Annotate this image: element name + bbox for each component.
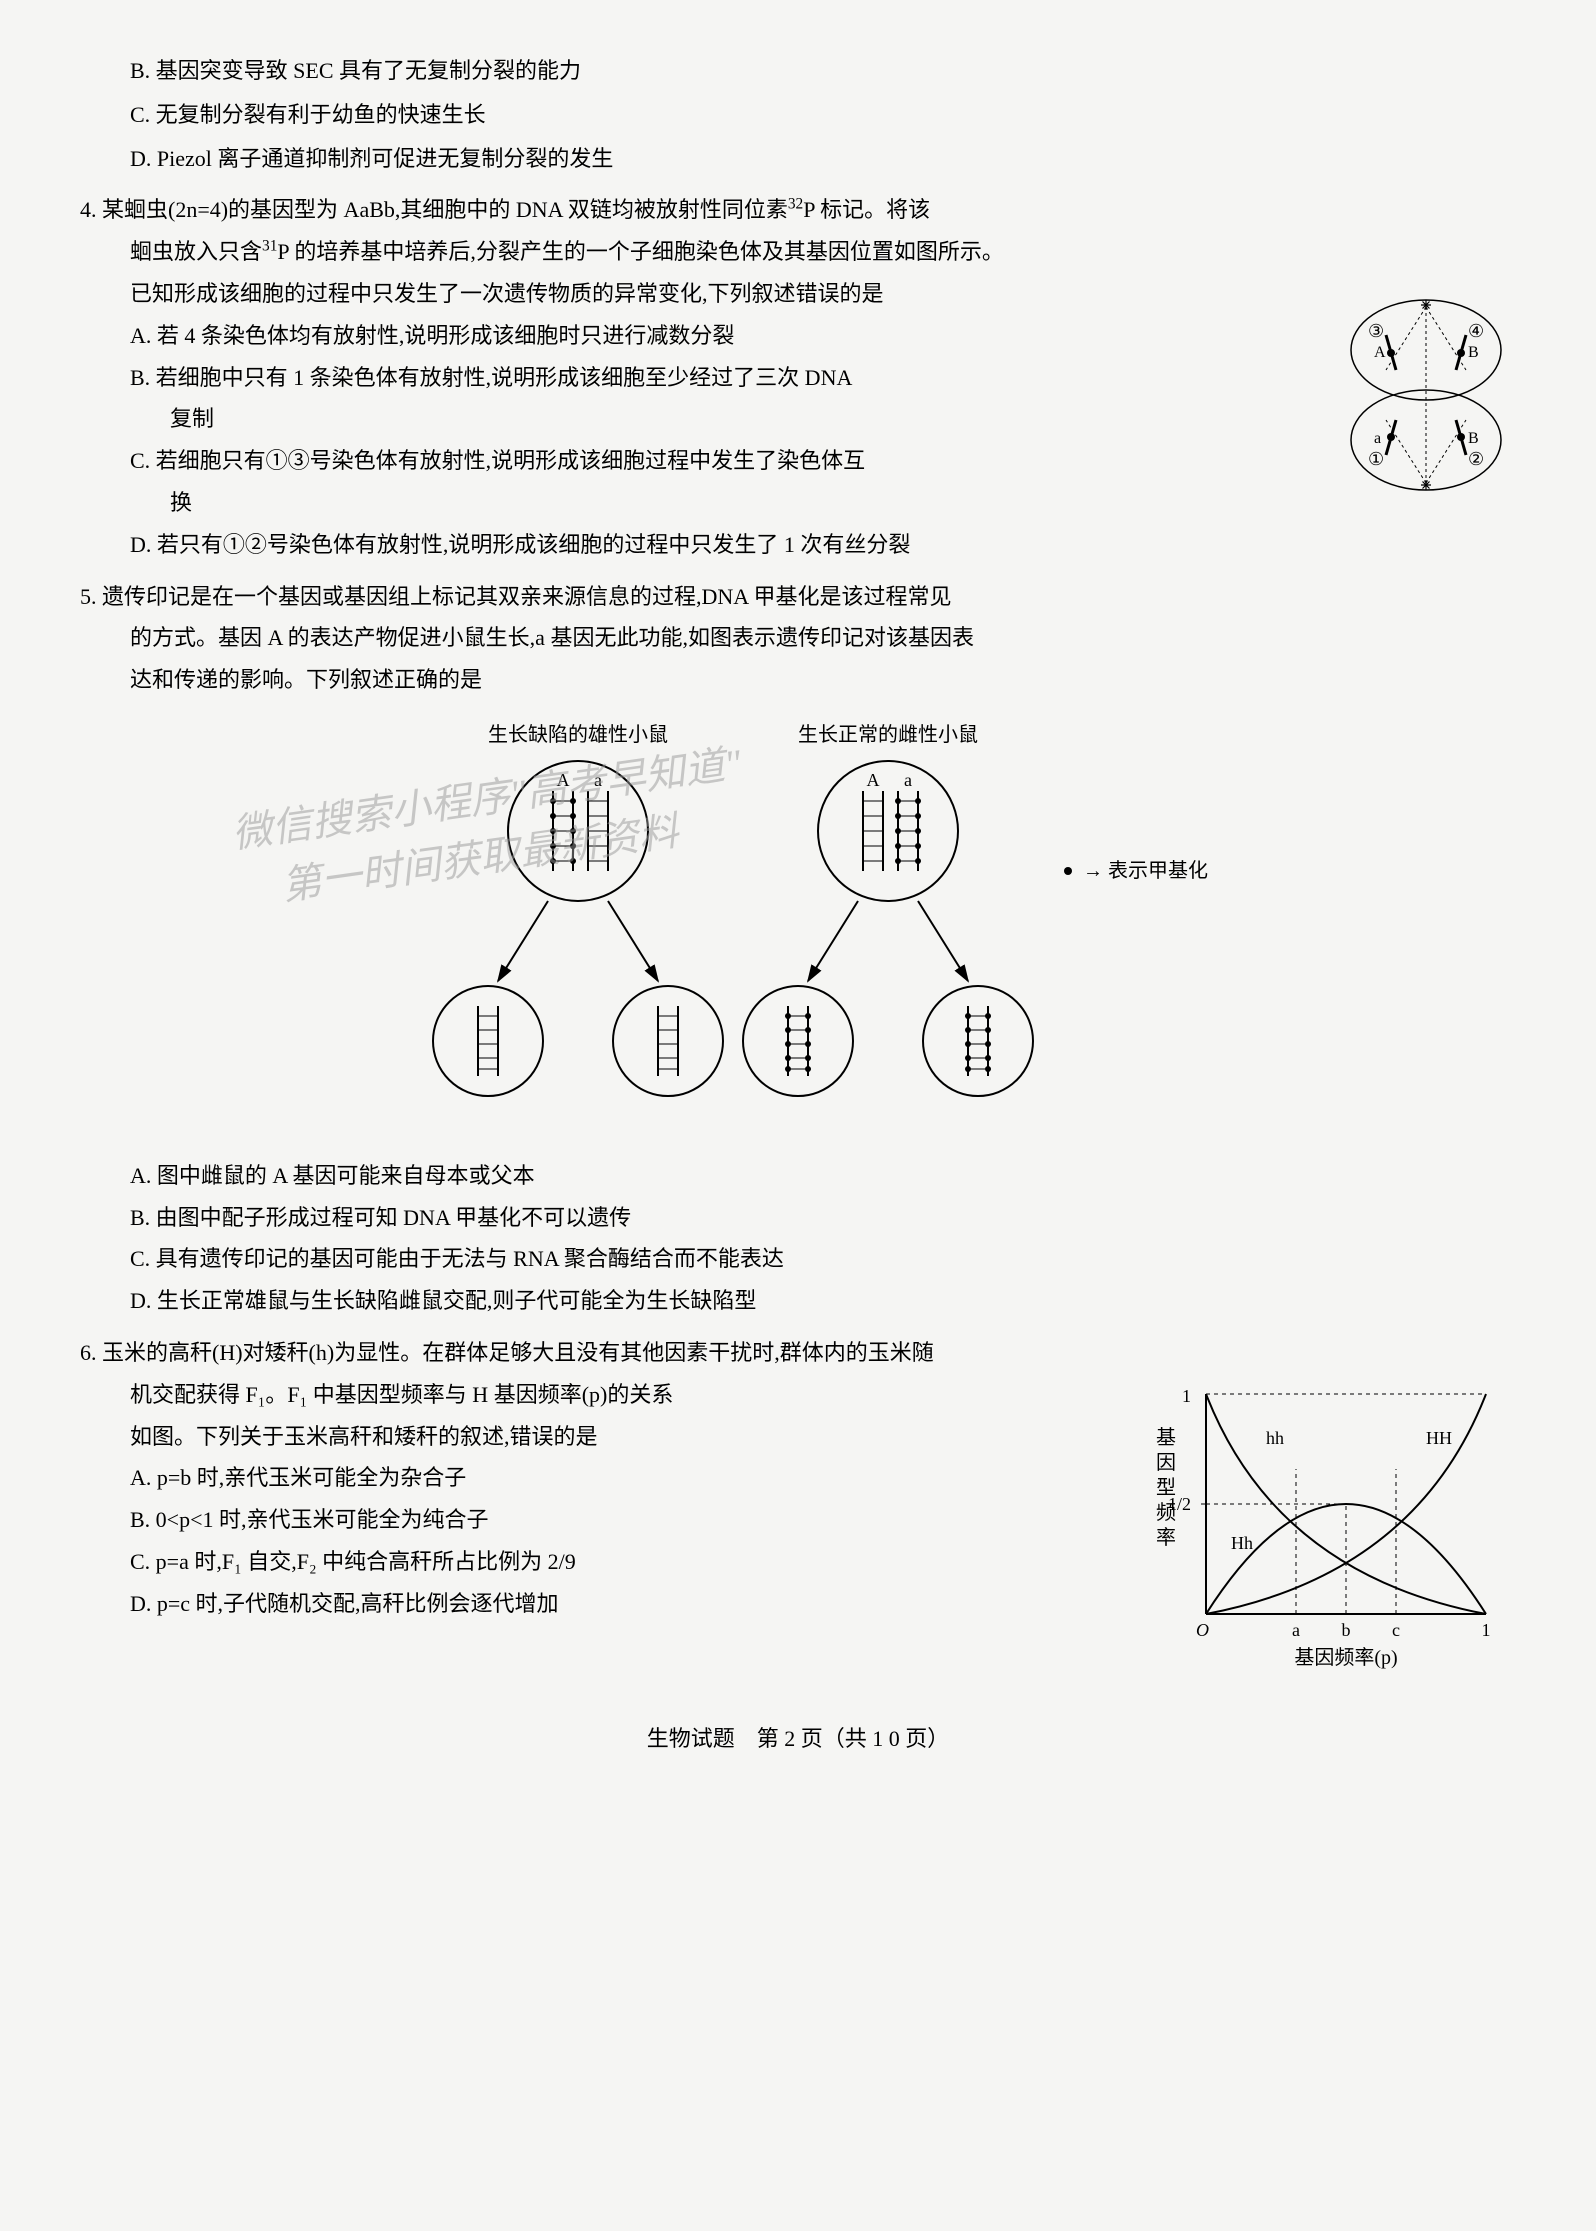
q5-option-b: B. 由图中配子形成过程可知 DNA 甲基化不可以遗传	[80, 1197, 1516, 1239]
q6-option-b: B. 0<p<1 时,亲代玉米可能全为纯合子	[130, 1499, 1136, 1541]
q4-option-a: A. 若 4 条染色体均有放射性,说明形成该细胞时只进行减数分裂	[130, 315, 1316, 357]
q4-stem-line2: 蛔虫放入只含31P 的培养基中培养后,分裂产生的一个子细胞染色体及其基因位置如图…	[80, 231, 1516, 273]
q6-chart: 1 1/2 基 因 型 频 率 O a b c 1	[1136, 1374, 1516, 1688]
svg-text:率: 率	[1156, 1526, 1176, 1549]
q6-stem-line3: 如图。下列关于玉米高秆和矮秆的叙述,错误的是	[130, 1416, 1136, 1458]
q6-option-a: A. p=b 时,亲代玉米可能全为杂合子	[130, 1457, 1136, 1499]
q5-stem-line2: 的方式。基因 A 的表达产物促进小鼠生长,a 基因无此功能,如图表示遗传印记对该…	[80, 617, 1516, 659]
svg-text:因: 因	[1156, 1452, 1176, 1474]
q4-stem1-tail: P 标记。将该	[803, 197, 930, 222]
question-4: 4. 某蛔虫(2n=4)的基因型为 AaBb,其细胞中的 DNA 双链均被放射性…	[80, 189, 1516, 565]
q6-xtick-1: 1	[1482, 1620, 1491, 1640]
q4-label-A: A	[1374, 344, 1386, 361]
q4-sup2: 31	[262, 238, 277, 255]
q4-option-d: D. 若只有①②号染色体有放射性,说明形成该细胞的过程中只发生了 1 次有丝分裂	[80, 524, 1516, 566]
q6-xlabel: 基因频率(p)	[1294, 1646, 1397, 1669]
q6-option-d: D. p=c 时,子代随机交配,高秆比例会逐代增加	[130, 1583, 1136, 1625]
q4-label-a: a	[1374, 430, 1381, 447]
q6-xtick-a: a	[1292, 1620, 1300, 1640]
svg-text:A: A	[867, 770, 880, 790]
svg-text:频: 频	[1156, 1501, 1176, 1524]
q5-option-d: D. 生长正常雄鼠与生长缺陷雌鼠交配,则子代可能全为生长缺陷型	[80, 1280, 1516, 1322]
q4-stem-line3: 已知形成该细胞的过程中只发生了一次遗传物质的异常变化,下列叙述错误的是	[80, 273, 1516, 315]
q6-stem-line2: 机交配获得 F₁。F₁ 中基因型频率与 H 基因频率(p)的关系	[130, 1374, 1136, 1416]
q4-label-1: ①	[1368, 449, 1384, 469]
q6-ylabel-1: 基	[1156, 1426, 1176, 1449]
q5-stem1: 遗传印记是在一个基因或基因组上标记其双亲来源信息的过程,DNA 甲基化是该过程常…	[102, 584, 951, 609]
q4-option-b: B. 若细胞中只有 1 条染色体有放射性,说明形成该细胞至少经过了三次 DNA	[130, 357, 1316, 399]
q5-figure: 微信搜索小程序"高考早知道" 第一时间获取最新资料 生长缺陷的雄性小鼠 生长正常…	[80, 721, 1516, 1135]
q6-xtick-c: c	[1392, 1620, 1400, 1640]
svg-text:A: A	[557, 770, 570, 790]
question-5: 5. 遗传印记是在一个基因或基因组上标记其双亲来源信息的过程,DNA 甲基化是该…	[80, 576, 1516, 1322]
q4-cell-diagram: ③ ④ ① ② A B a B	[1336, 295, 1516, 495]
svg-text:a: a	[904, 770, 912, 790]
q4-option-b-cont: 复制	[130, 398, 1316, 440]
q4-option-c-cont: 换	[130, 482, 1316, 524]
q6-curve-Hh: Hh	[1231, 1533, 1253, 1553]
q4-sup1: 32	[788, 196, 803, 213]
q4-stem-line1: 4. 某蛔虫(2n=4)的基因型为 AaBb,其细胞中的 DNA 双链均被放射性…	[80, 189, 1516, 231]
svg-text:a: a	[594, 770, 602, 790]
q3-option-d: D. Piezol 离子通道抑制剂可促进无复制分裂的发生	[80, 138, 1516, 180]
svg-text:型: 型	[1156, 1476, 1176, 1499]
q5-top-left-label: 生长缺陷的雄性小鼠	[488, 723, 668, 746]
q4-stem2-tail: P 的培养基中培养后,分裂产生的一个子细胞染色体及其基因位置如图所示。	[277, 239, 1003, 264]
question-6: 6. 玉米的高秆(H)对矮秆(h)为显性。在群体足够大且没有其他因素干扰时,群体…	[80, 1332, 1516, 1688]
q5-option-a: A. 图中雌鼠的 A 基因可能来自母本或父本	[80, 1155, 1516, 1197]
q6-stem1: 玉米的高秆(H)对矮秆(h)为显性。在群体足够大且没有其他因素干扰时,群体内的玉…	[102, 1340, 934, 1365]
q4-number: 4.	[80, 197, 97, 222]
q4-label-3: ③	[1368, 321, 1384, 341]
q4-stem1: 某蛔虫(2n=4)的基因型为 AaBb,其细胞中的 DNA 双链均被放射性同位素	[102, 197, 788, 222]
q5-number: 5.	[80, 584, 97, 609]
q6-ytick-1: 1	[1182, 1386, 1191, 1406]
q6-number: 6.	[80, 1340, 97, 1365]
q6-option-c: C. p=a 时,F₁ 自交,F₂ 中纯合高秆所占比例为 2/9	[130, 1541, 1136, 1583]
q4-label-2: ②	[1468, 449, 1484, 469]
q4-label-B2: B	[1468, 430, 1479, 447]
q4-label-4: ④	[1468, 321, 1484, 341]
q4-stem2: 蛔虫放入只含	[130, 239, 262, 264]
page-footer: 生物试题 第 2 页（共 1 0 页）	[80, 1718, 1516, 1760]
q6-curve-HH: HH	[1426, 1428, 1452, 1448]
q5-top-right-label: 生长正常的雌性小鼠	[798, 723, 978, 746]
q4-label-B1: B	[1468, 344, 1479, 361]
q3-option-b: B. 基因突变导致 SEC 具有了无复制分裂的能力	[80, 50, 1516, 92]
q3-option-c: C. 无复制分裂有利于幼鱼的快速生长	[80, 94, 1516, 136]
q4-option-c: C. 若细胞只有①③号染色体有放射性,说明形成该细胞过程中发生了染色体互	[130, 440, 1316, 482]
q6-xtick-b: b	[1342, 1620, 1351, 1640]
q6-curve-hh: hh	[1266, 1428, 1284, 1448]
q5-stem-line1: 5. 遗传印记是在一个基因或基因组上标记其双亲来源信息的过程,DNA 甲基化是该…	[80, 576, 1516, 618]
q5-stem-line3: 达和传递的影响。下列叙述正确的是	[80, 659, 1516, 701]
q6-xtick-O: O	[1196, 1620, 1209, 1640]
q6-stem-line1: 6. 玉米的高秆(H)对矮秆(h)为显性。在群体足够大且没有其他因素干扰时,群体…	[80, 1332, 1516, 1374]
q5-option-c: C. 具有遗传印记的基因可能由于无法与 RNA 聚合酶结合而不能表达	[80, 1238, 1516, 1280]
q5-legend: → 表示甲基化	[1083, 859, 1208, 882]
